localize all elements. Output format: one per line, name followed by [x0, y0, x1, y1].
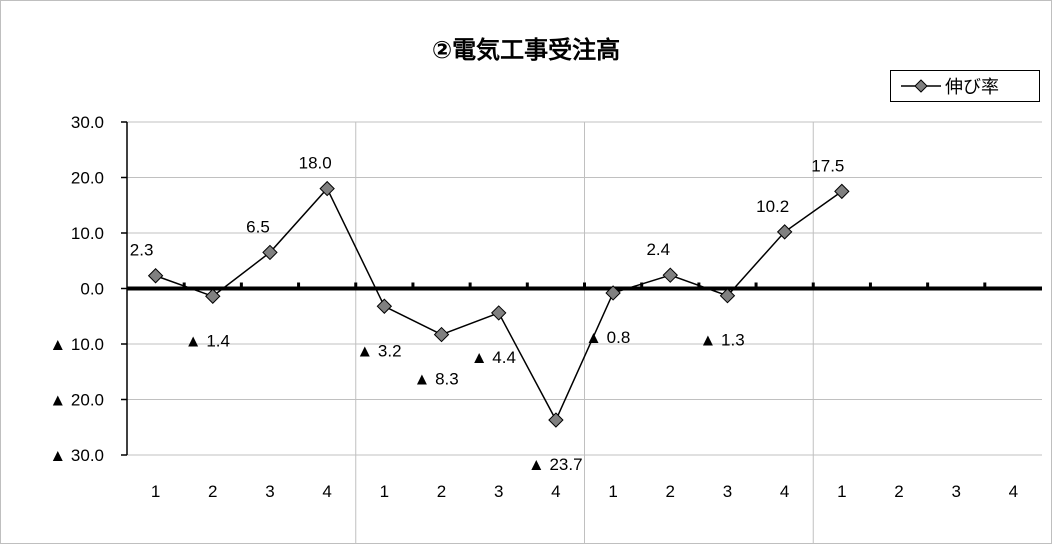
data-label: 17.5: [811, 156, 844, 175]
legend-marker-icon: [901, 79, 941, 93]
x-tick-label: 1: [837, 482, 846, 501]
x-tick-label: 2: [208, 482, 217, 501]
x-tick-label: 3: [265, 482, 274, 501]
data-label: 2.3: [130, 241, 154, 260]
data-point: [605, 285, 621, 301]
data-label: ▲ 3.2: [356, 341, 401, 360]
x-tick-label: 4: [780, 482, 789, 501]
data-point: [147, 268, 164, 284]
data-point: [491, 305, 507, 321]
data-point: [776, 224, 793, 240]
data-label: ▲ 8.3: [414, 370, 459, 389]
x-tick-label: 3: [494, 482, 503, 501]
x-tick-label: 2: [894, 482, 903, 501]
data-point: [719, 288, 736, 304]
y-tick-label: 20.0: [71, 169, 104, 188]
data-label: 10.2: [756, 197, 789, 216]
legend: 伸び率: [890, 70, 1040, 102]
x-tick-label: 3: [723, 482, 732, 501]
data-label: 2.4: [646, 240, 670, 259]
data-point: [262, 244, 278, 261]
x-tick-label: 2: [666, 482, 675, 501]
x-tick-label: 1: [380, 482, 389, 501]
y-tick-label: ▲ 30.0: [49, 446, 104, 465]
data-point: [834, 183, 850, 200]
x-tick-label: 2: [437, 482, 446, 501]
data-label: 6.5: [246, 217, 270, 236]
y-tick-label: 30.0: [71, 113, 104, 132]
x-tick-label: 1: [151, 482, 160, 501]
data-point: [376, 298, 393, 314]
y-tick-label: ▲ 20.0: [49, 391, 104, 410]
data-label: ▲ 1.4: [185, 331, 230, 350]
data-point: [433, 326, 450, 343]
data-point: [662, 267, 678, 283]
y-tick-label: ▲ 10.0: [49, 335, 104, 354]
data-label: ▲ 4.4: [471, 348, 516, 367]
x-tick-label: 4: [322, 482, 331, 501]
data-point: [548, 412, 564, 428]
data-label: 18.0: [299, 154, 332, 173]
chart-title: ②電気工事受注高: [431, 36, 621, 64]
x-tick-label: 3: [951, 482, 960, 501]
data-label: ▲ 0.8: [585, 328, 630, 347]
legend-label: 伸び率: [945, 77, 999, 98]
data-label: ▲ 23.7: [528, 455, 583, 474]
data-label: ▲ 1.3: [699, 331, 744, 350]
x-tick-label: 1: [608, 482, 617, 501]
data-point: [205, 288, 221, 304]
x-tick-label: 4: [551, 482, 560, 501]
y-tick-label: 10.0: [71, 224, 104, 243]
y-tick-label: 0.0: [80, 280, 104, 299]
data-point: [319, 180, 335, 197]
x-tick-label: 4: [1009, 482, 1018, 501]
